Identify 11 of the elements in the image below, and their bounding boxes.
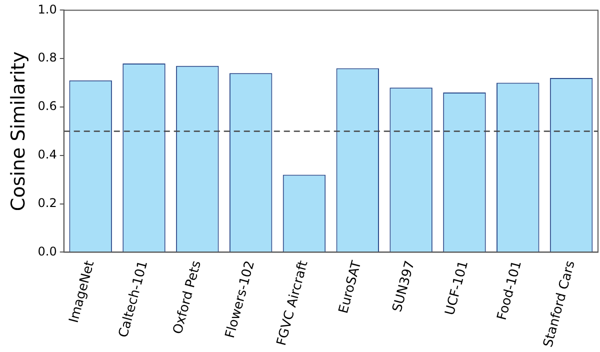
y-tick-label: 1.0	[38, 2, 57, 16]
x-tick-label: FGVC Aircraft	[274, 259, 312, 348]
x-tick-label: EuroSAT	[336, 259, 365, 316]
y-tick-label: 0.8	[38, 50, 57, 65]
y-tick-label: 0.2	[38, 196, 57, 210]
y-tick-label: 0.0	[38, 244, 57, 258]
x-tick-label: SUN397	[390, 259, 418, 314]
y-tick-label: 0.6	[38, 99, 57, 114]
y-axis-title: Cosine Similarity	[7, 51, 30, 212]
y-tick-label: 0.4	[38, 148, 57, 162]
x-tick-label: Oxford Pets	[170, 259, 205, 336]
